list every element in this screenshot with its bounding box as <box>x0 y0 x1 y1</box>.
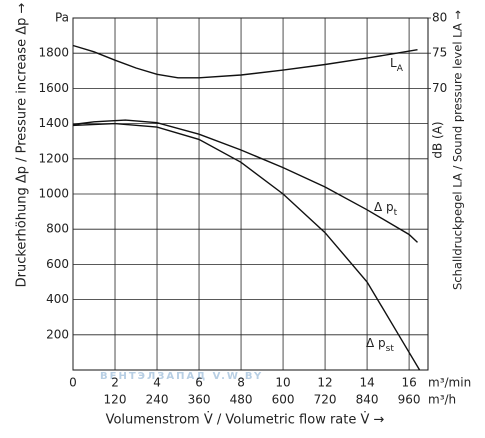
x-tick-label: 8 <box>237 376 245 390</box>
y-tick-label: 1600 <box>38 81 69 95</box>
curve <box>72 122 421 371</box>
x-tick-label: 12 <box>317 376 332 390</box>
y-tick-label: 1400 <box>38 116 69 130</box>
y-tick-label: 800 <box>46 222 69 236</box>
x-tick-label: 4 <box>153 376 161 390</box>
y2-tick-label: 70 <box>432 81 447 95</box>
x2-tick-label: 480 <box>230 393 253 407</box>
watermark: ВЕНТЭЛЗАПАД V.W.BY <box>100 371 263 382</box>
x-tick-label: 6 <box>195 376 203 390</box>
series-sub: st <box>386 344 395 354</box>
x2-tick-label: 720 <box>314 393 337 407</box>
series-name: L <box>390 56 397 70</box>
y2-tick-label: 80 <box>432 11 447 25</box>
series-label: LA <box>390 56 404 74</box>
y-tick-label: Pa <box>55 11 69 25</box>
series-name: Δ p <box>366 336 386 350</box>
y-tick-label: 1000 <box>38 187 69 201</box>
x-tick-label: 2 <box>111 376 119 390</box>
x2-tick-label: 960 <box>398 393 421 407</box>
x-unit: m³/min <box>428 376 471 390</box>
y-title: Druckerhöhung Δp / Pressure increase Δp … <box>15 3 30 288</box>
y2-unit: dB (A) <box>431 121 445 158</box>
y-tick-label: 200 <box>46 327 69 341</box>
series-sub: t <box>394 208 398 218</box>
x2-tick-label: 360 <box>188 393 211 407</box>
x-tick-label: 16 <box>401 376 416 390</box>
y2-tick-label: 75 <box>432 46 447 60</box>
series-name: Δ p <box>374 200 394 214</box>
y2-title: Schalldruckpegel LA / Sound pressure lev… <box>451 10 465 290</box>
curve <box>72 119 418 243</box>
x-tick-label: 14 <box>359 376 374 390</box>
series-sub: A <box>397 64 404 74</box>
x2-tick-label: 600 <box>272 393 295 407</box>
curve <box>72 44 418 79</box>
y-tick-label: 600 <box>46 257 69 271</box>
series-label: Δ pst <box>366 336 394 354</box>
y-tick-label: 1800 <box>38 46 69 60</box>
x-tick-label: 10 <box>275 376 290 390</box>
x-title: Volumenstrom V̇ / Volumetric flow rate V… <box>106 412 385 427</box>
x-tick-label: 0 <box>69 376 77 390</box>
x2-tick-label: 120 <box>104 393 127 407</box>
x2-tick-label: 240 <box>146 393 169 407</box>
y-tick-label: 1200 <box>38 151 69 165</box>
x2-tick-label: 840 <box>356 393 379 407</box>
y-tick-label: 400 <box>46 292 69 306</box>
x2-unit: m³/h <box>428 393 456 407</box>
series-label: Δ pt <box>374 200 398 218</box>
